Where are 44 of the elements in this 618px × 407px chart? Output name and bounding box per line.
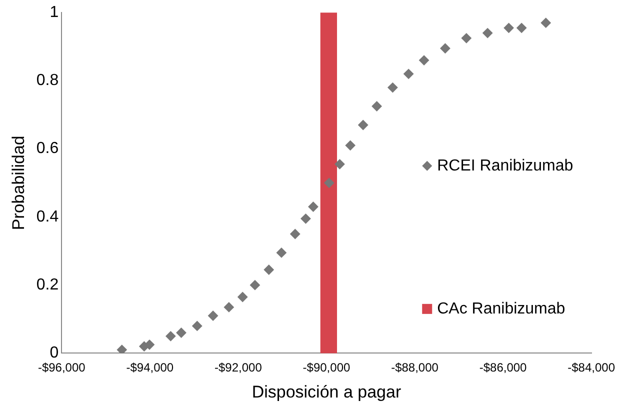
- legend-label: CAc Ranibizumab: [437, 300, 566, 318]
- point: [116, 344, 127, 354]
- point: [404, 68, 414, 79]
- point: [388, 82, 398, 93]
- point: [419, 55, 430, 66]
- y-tick-label: 0.4: [36, 208, 59, 226]
- legend-label: RCEI Ranibizumab: [437, 157, 574, 174]
- y-tick-label: 0: [50, 344, 59, 362]
- point: [358, 120, 368, 130]
- x-tick-label: -$90,000: [302, 360, 350, 375]
- point: [238, 292, 248, 302]
- point: [250, 280, 260, 290]
- y-tick-label: 0.8: [36, 72, 59, 90]
- point: [461, 33, 472, 44]
- point: [290, 228, 300, 239]
- point: [176, 328, 186, 338]
- point: [440, 43, 450, 54]
- point: [276, 248, 286, 258]
- point: [372, 101, 382, 112]
- point: [192, 320, 202, 331]
- point: [482, 28, 493, 38]
- point: [264, 264, 274, 275]
- x-tick-label: -$94,000: [126, 360, 174, 375]
- point: [308, 202, 318, 212]
- x-tick-label: -$84,000: [568, 360, 616, 375]
- point: [334, 159, 345, 170]
- point: [540, 18, 551, 28]
- point: [324, 178, 334, 188]
- point: [345, 140, 356, 150]
- point: [300, 214, 311, 224]
- y-tick-label: 1: [50, 4, 59, 22]
- y-tick-label: 0.2: [36, 276, 59, 294]
- x-tick-label: -$86,000: [479, 360, 528, 375]
- point: [224, 302, 234, 312]
- y-axis-title: Probabilidad: [8, 136, 28, 230]
- x-tick-label: -$88,000: [391, 360, 439, 375]
- point: [166, 331, 176, 342]
- x-tick-label: -$92,000: [214, 360, 262, 375]
- x-axis-title: Disposición a pagar: [252, 382, 402, 402]
- point: [516, 22, 527, 33]
- x-tick-label: -$96,000: [38, 360, 86, 375]
- point: [504, 22, 514, 33]
- y-tick-label: 0.6: [36, 140, 59, 158]
- point: [208, 310, 218, 321]
